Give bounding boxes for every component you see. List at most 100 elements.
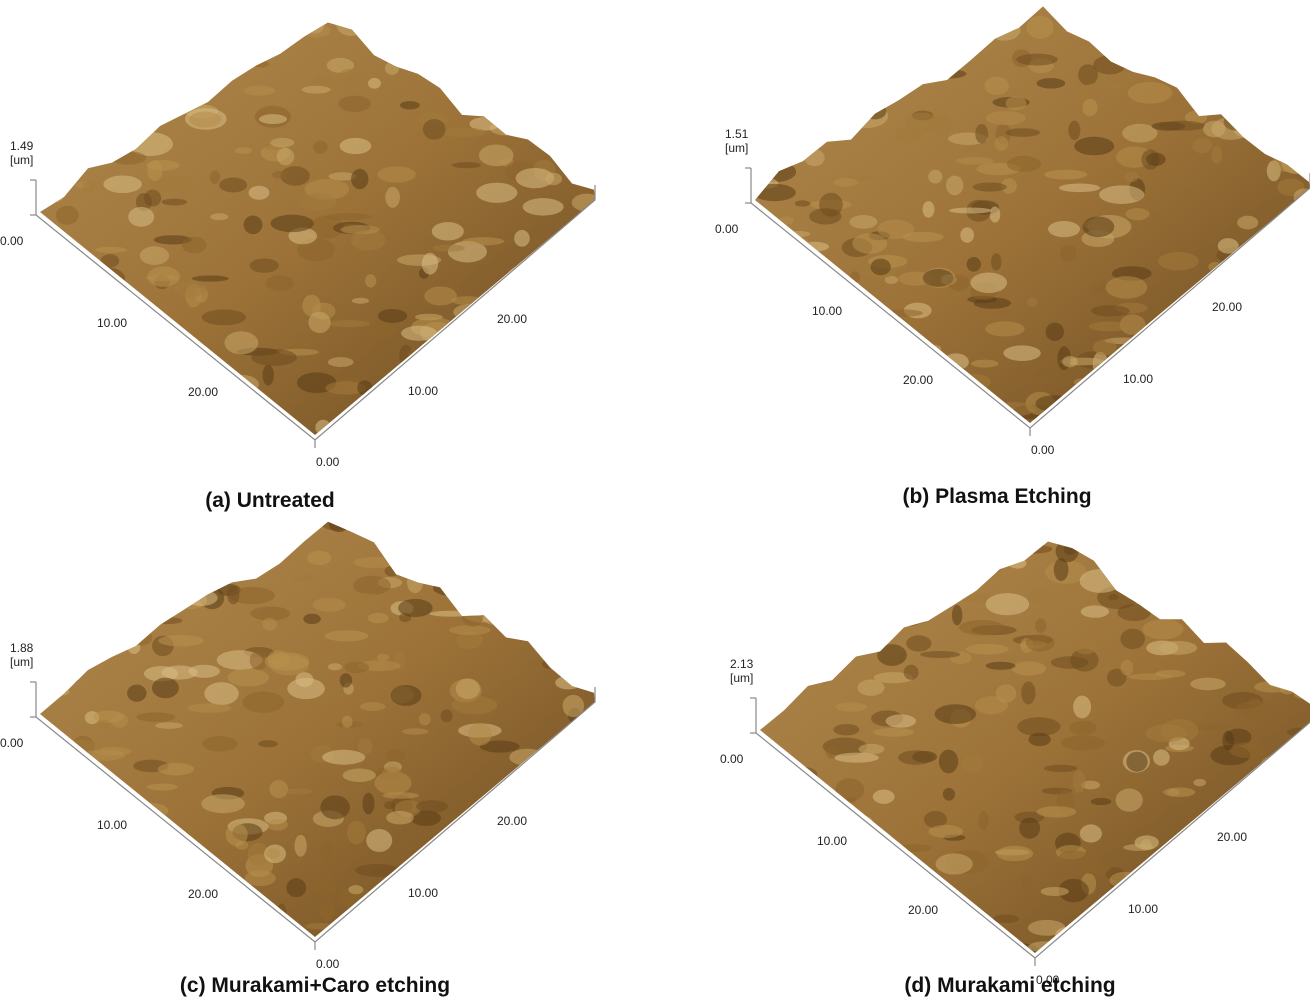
surface-bump bbox=[38, 672, 78, 686]
surface-bump bbox=[755, 850, 797, 867]
surface-bump bbox=[979, 811, 989, 830]
surface-bump bbox=[1281, 535, 1307, 550]
z-unit-label: [um] bbox=[10, 153, 33, 167]
surface-bump bbox=[1294, 927, 1310, 951]
surface-bump bbox=[1081, 605, 1109, 617]
surface-bump bbox=[294, 835, 306, 857]
surface-bump bbox=[1257, 304, 1285, 320]
surface-bump bbox=[1005, 128, 1040, 137]
surface-bump bbox=[1093, 339, 1117, 355]
surface-bump bbox=[1026, 634, 1055, 651]
surface-bump bbox=[111, 151, 146, 165]
surface-bump bbox=[809, 810, 852, 816]
surface-bump bbox=[151, 397, 189, 417]
surface-bump bbox=[128, 207, 154, 227]
surface-bump bbox=[796, 407, 841, 428]
surface-bump bbox=[875, 320, 890, 327]
surface-bump bbox=[1159, 121, 1205, 131]
surface-bump bbox=[348, 885, 363, 894]
surface-bump bbox=[338, 96, 371, 112]
surface-bump bbox=[1086, 397, 1122, 417]
surface-bump bbox=[1208, 98, 1249, 108]
surface-bump bbox=[201, 794, 245, 813]
surface-bump bbox=[1134, 573, 1180, 592]
surface-bump bbox=[244, 86, 275, 96]
surface-bump bbox=[1019, 818, 1040, 839]
surface-bump bbox=[66, 6, 98, 16]
surface-bump bbox=[795, 200, 810, 206]
surface-bump bbox=[226, 823, 248, 846]
surface-bump bbox=[915, 925, 946, 937]
surface-bump bbox=[401, 326, 437, 341]
surface-bump bbox=[424, 286, 457, 305]
surface-bump bbox=[1120, 660, 1133, 676]
surface-bump bbox=[148, 96, 178, 103]
surface-bump bbox=[366, 829, 392, 852]
surface-bump bbox=[834, 753, 879, 763]
right-tick-label: 20.00 bbox=[497, 814, 527, 828]
surface-bump bbox=[1063, 936, 1086, 948]
surface-bump bbox=[94, 371, 134, 388]
left-tick-label: 10.00 bbox=[97, 316, 127, 330]
surface-bump bbox=[554, 286, 584, 307]
surface-bump bbox=[1007, 156, 1041, 172]
z-min-label: 0.00 bbox=[0, 736, 24, 750]
surface-bump bbox=[71, 841, 99, 857]
surface-bump bbox=[145, 2, 190, 22]
surface-bump bbox=[1150, 890, 1177, 902]
surface-bump bbox=[524, 337, 568, 344]
surface-bump bbox=[313, 598, 346, 612]
surface-bump bbox=[232, 43, 265, 56]
surface-bump bbox=[329, 320, 371, 327]
surface-bump bbox=[1232, 890, 1257, 897]
surface-bump bbox=[520, 614, 557, 638]
surface-bump bbox=[1075, 640, 1097, 654]
surface-bump bbox=[161, 870, 207, 887]
surface-bump bbox=[209, 5, 219, 18]
surface-bump bbox=[1006, 96, 1027, 110]
surface-bump bbox=[1062, 406, 1090, 429]
surface-bump bbox=[471, 905, 486, 924]
surface-bump bbox=[873, 728, 914, 737]
surface-bump bbox=[549, 838, 577, 855]
surface-bump bbox=[525, 26, 560, 39]
surface-bump bbox=[1210, 5, 1242, 18]
surface-bump bbox=[576, 271, 612, 280]
surface-bump bbox=[69, 761, 80, 782]
surface-bump bbox=[939, 750, 958, 774]
surface-bump bbox=[842, 390, 868, 406]
left-tick-label: 20.00 bbox=[908, 903, 938, 917]
surface-bump bbox=[1101, 924, 1125, 946]
surface-bump bbox=[776, 663, 816, 672]
surface-bump bbox=[896, 604, 924, 626]
surface-bump bbox=[155, 722, 183, 728]
surface-bump bbox=[259, 114, 287, 124]
surface-bump bbox=[1226, 407, 1253, 414]
surface-bump bbox=[1028, 941, 1066, 952]
surface-bump bbox=[819, 661, 831, 685]
surface-bump bbox=[814, 802, 846, 823]
surface-bump bbox=[376, 327, 389, 338]
surface-bump bbox=[1184, 852, 1202, 874]
surface-bump bbox=[1218, 384, 1253, 394]
surface-bump bbox=[898, 750, 933, 764]
surface-bump bbox=[182, 237, 207, 254]
surface-bump bbox=[59, 549, 97, 569]
surface-bump bbox=[336, 13, 366, 36]
surface-bump bbox=[513, 848, 547, 863]
surface-bump bbox=[985, 321, 1024, 336]
surface-bump bbox=[812, 538, 845, 559]
surface-bump bbox=[953, 374, 991, 390]
caption: (d) Murakami etching bbox=[904, 974, 1115, 997]
surface-bump bbox=[286, 878, 306, 897]
surface-bump bbox=[482, 882, 506, 905]
surface-bump bbox=[1158, 252, 1199, 270]
surface-bump bbox=[1213, 3, 1253, 23]
z-unit-label: [um] bbox=[10, 655, 33, 669]
surface-bump bbox=[227, 669, 269, 687]
surface-bump bbox=[560, 735, 587, 741]
surface-bump bbox=[1197, 46, 1224, 64]
caption-label: (b) bbox=[902, 485, 929, 508]
surface-bump bbox=[503, 594, 542, 604]
surface-bump bbox=[1080, 824, 1102, 842]
